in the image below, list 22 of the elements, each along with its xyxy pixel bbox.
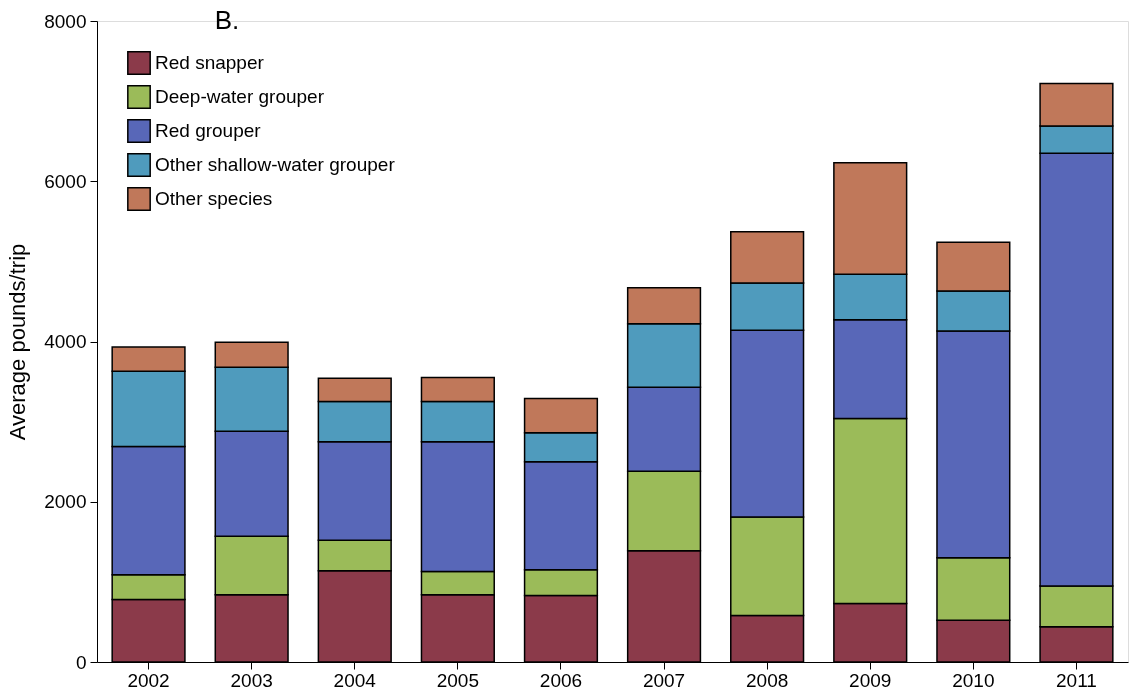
legend-label: Red grouper — [155, 120, 262, 141]
annotation: B. — [214, 5, 240, 35]
y-tick-label: 2000 — [44, 491, 87, 513]
legend-label: Red snapper — [155, 52, 265, 73]
y-tick-label: 6000 — [44, 170, 87, 192]
x-tick-label: 2002 — [127, 669, 170, 691]
x-tick-label: 2003 — [230, 669, 273, 691]
x-tick-label: 2008 — [746, 669, 789, 691]
y-tick-label: 8000 — [44, 10, 87, 32]
y-axis-title: Average pounds/trip — [5, 243, 31, 441]
legend-label: Other shallow-water grouper — [155, 154, 396, 175]
legend-label: Deep-water grouper — [155, 86, 325, 107]
y-tick-label: 0 — [75, 651, 87, 673]
x-tick-label: 2009 — [849, 669, 892, 691]
x-tick-label: 2010 — [952, 669, 995, 691]
x-tick-label: 2005 — [436, 669, 479, 691]
y-tick-label: 4000 — [44, 331, 87, 352]
x-tick-label: 2011 — [1056, 669, 1097, 691]
x-tick-label: 2006 — [539, 669, 583, 691]
x-tick-label: 2007 — [642, 669, 686, 691]
legend-label: Other species — [155, 188, 273, 209]
x-tick-label: 2004 — [333, 669, 377, 691]
